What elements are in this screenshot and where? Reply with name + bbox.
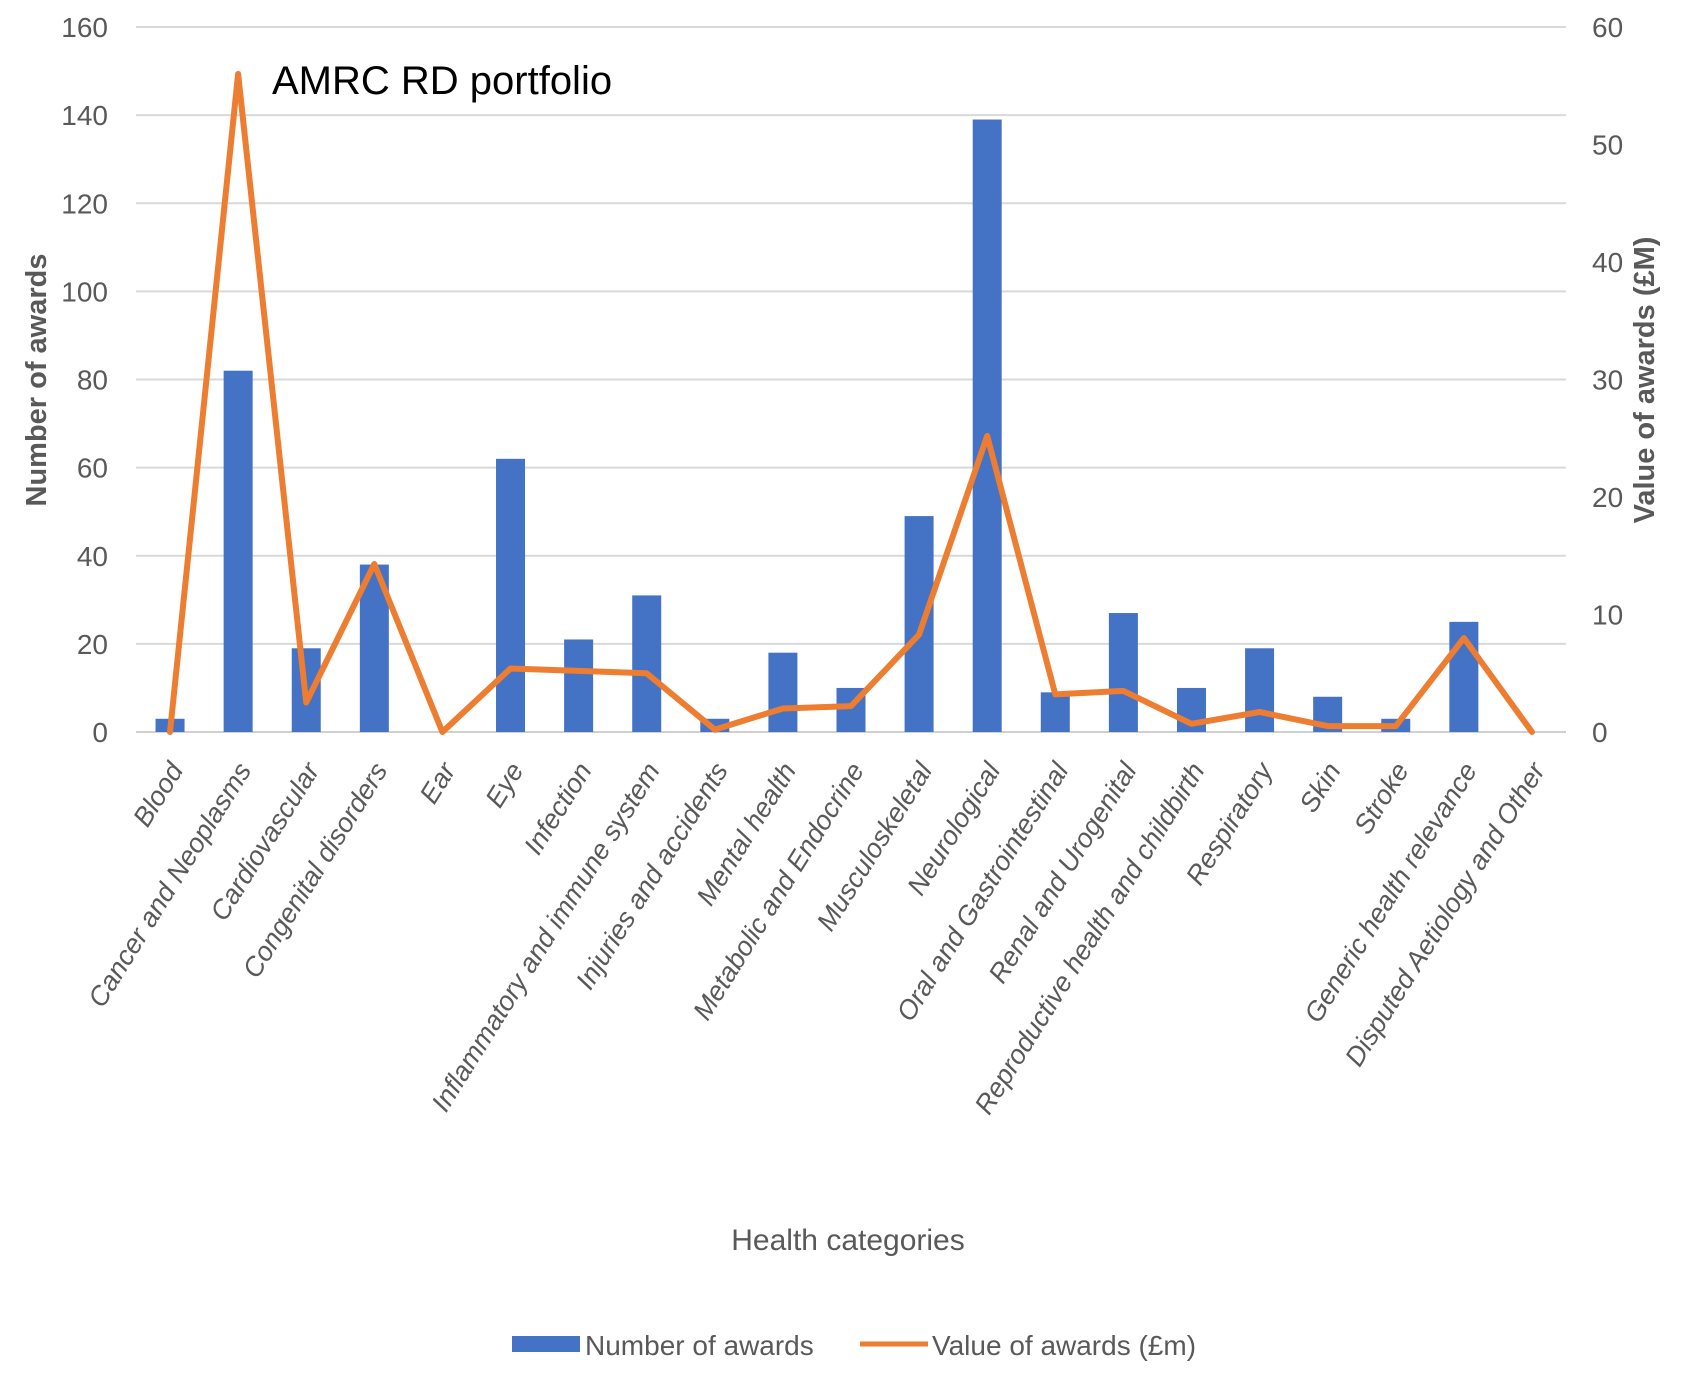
legend-label-line: Value of awards (£m): [932, 1330, 1196, 1361]
y-tick-left-label: 40: [77, 541, 108, 572]
left-axis-ticks: 0 20 40 60 80 100 120 140 160: [61, 12, 108, 748]
y-tick-left-label: 60: [77, 453, 108, 484]
y-tick-left-label: 20: [77, 629, 108, 660]
bar: [223, 370, 253, 732]
y-axis-right-title: Value of awards (£M): [1629, 237, 1661, 524]
y-tick-left-label: 120: [61, 188, 108, 219]
y-tick-left-label: 160: [61, 12, 108, 43]
x-tick-label: Eye: [480, 757, 530, 812]
y-tick-left-label: 80: [77, 365, 108, 396]
bar: [972, 119, 1002, 732]
value-line: [167, 71, 1535, 735]
bar: [496, 458, 526, 732]
right-axis-ticks: 0 10 20 30 40 50 60: [1592, 12, 1623, 748]
line-series: [167, 71, 1535, 735]
bar: [1108, 613, 1138, 732]
legend: Number of awards Value of awards (£m): [512, 1330, 1196, 1361]
chart-annotation: AMRC RD portfolio: [272, 59, 612, 103]
legend-swatch-bars: [512, 1336, 580, 1352]
y-tick-left-label: 0: [92, 717, 108, 748]
bar: [904, 516, 934, 732]
x-axis-title: Health categories: [731, 1224, 964, 1257]
bar: [632, 595, 662, 732]
legend-label-bars: Number of awards: [585, 1330, 814, 1361]
x-tick-label: Skin: [1293, 757, 1346, 817]
bar: [1245, 648, 1275, 732]
y-tick-right-label: 10: [1592, 600, 1623, 631]
y-tick-right-label: 50: [1592, 130, 1623, 161]
y-tick-right-label: 60: [1592, 12, 1623, 43]
x-tick-label: Ear: [414, 756, 462, 808]
y-tick-right-label: 20: [1592, 482, 1623, 513]
y-tick-right-label: 0: [1592, 717, 1608, 748]
x-tick-label: Stroke: [1348, 757, 1415, 839]
bar: [564, 639, 594, 732]
x-tick-label: Blood: [127, 756, 190, 831]
bar-series: [155, 119, 1479, 732]
y-tick-right-label: 30: [1592, 365, 1623, 396]
bar: [1040, 692, 1070, 732]
bar: [768, 652, 798, 732]
y-tick-left-label: 100: [61, 276, 108, 307]
y-tick-left-label: 140: [61, 100, 108, 131]
y-axis-left-title: Number of awards: [21, 254, 53, 507]
gridlines: [136, 26, 1566, 733]
y-tick-right-label: 40: [1592, 247, 1623, 278]
